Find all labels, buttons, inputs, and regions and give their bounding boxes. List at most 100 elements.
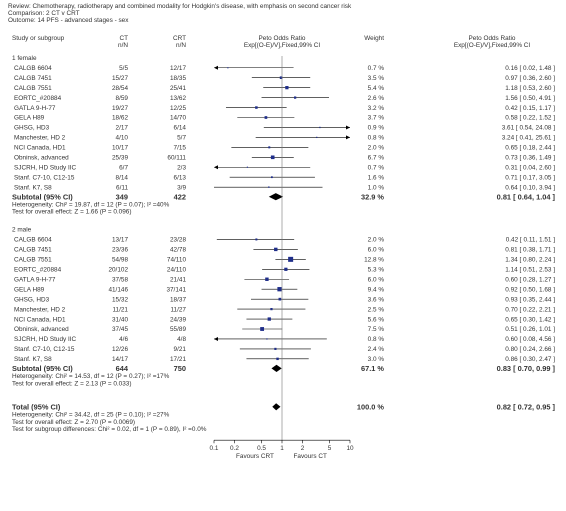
crt-column-header: CRT xyxy=(173,35,186,42)
study-column-header: Study or subgroup xyxy=(12,35,65,42)
total-note-text: Test for subgroup differences: Chi² = 0.… xyxy=(12,426,207,433)
point-estimate-square xyxy=(270,307,273,311)
heterogeneity-text: Heterogeneity: Chi² = 14.53, df = 12 (P … xyxy=(12,373,170,380)
study-name: Stanf. K7, S8 xyxy=(14,356,52,363)
subgroup-label: 1 female xyxy=(12,55,37,62)
point-estimate-square xyxy=(288,256,294,262)
x-tick-label: 0.1 xyxy=(210,445,219,452)
odds-ratio-ci-text: 1.14 [ 0.51, 2.53 ] xyxy=(505,267,555,274)
x-tick-label: 1 xyxy=(280,445,284,452)
odds-ratio-ci-text: 0.83 [ 0.70, 0.99 ] xyxy=(497,364,556,373)
point-estimate-square xyxy=(294,96,297,99)
study-name: NCI Canada, HD1 xyxy=(14,145,66,152)
weight-value: 7.5 % xyxy=(368,326,385,333)
study-name: Obninsk, advanced xyxy=(14,155,69,162)
study-name: CALGB 7551 xyxy=(14,85,52,92)
study-name: Stanf. C7-10, C12-15 xyxy=(14,346,75,353)
point-estimate-square xyxy=(227,67,229,69)
odds-ratio-ci-text: 0.81 [ 0.38, 1.71 ] xyxy=(505,247,555,254)
weight-value: 3.2 % xyxy=(368,105,385,112)
point-estimate-square xyxy=(266,338,268,340)
weight-value: 6.0 % xyxy=(368,247,385,254)
crt-events: 12/17 xyxy=(170,65,186,72)
weight-value: 5.6 % xyxy=(368,316,385,323)
odds-ratio-ci-text: 0.42 [ 0.15, 1.17 ] xyxy=(505,105,555,112)
ct-events: 6/7 xyxy=(119,164,128,171)
ct-events: 12/26 xyxy=(112,346,128,353)
weight-value: 2.0 % xyxy=(368,237,385,244)
ct-events: 2/17 xyxy=(116,125,129,132)
comparison-title: Comparison: 2 CT v CRT xyxy=(8,10,80,18)
weight-value: 9.4 % xyxy=(368,286,385,293)
odds-ratio-ci-text: 0.65 [ 0.30, 1.42 ] xyxy=(505,316,555,323)
odds-ratio-ci-text: 3.61 [ 0.54, 24.08 ] xyxy=(502,125,556,132)
study-name: Manchester, HD 2 xyxy=(14,135,66,142)
crt-events: 37/141 xyxy=(166,286,186,293)
odds-ratio-ci-text: 0.65 [ 0.18, 2.44 ] xyxy=(505,145,555,152)
ct-events: 4/10 xyxy=(116,135,129,142)
ci-arrow-left xyxy=(214,65,218,70)
point-estimate-square xyxy=(265,277,269,281)
ct-events: 8/59 xyxy=(116,95,129,102)
point-estimate-square xyxy=(278,297,282,301)
point-estimate-square xyxy=(271,176,273,179)
crt-events: 25/41 xyxy=(170,85,186,92)
crt-events: 5/7 xyxy=(177,135,186,142)
ct-events: 20/102 xyxy=(108,267,128,274)
x-tick-label: 0.2 xyxy=(230,445,239,452)
pooled-estimate-diamond xyxy=(271,364,282,372)
point-estimate-square xyxy=(260,327,265,331)
odds-ratio-ci-text: 0.97 [ 0.36, 2.60 ] xyxy=(505,75,555,82)
weight-value: 2.0 % xyxy=(368,145,385,152)
weight-value: 1.0 % xyxy=(368,184,385,191)
outcome-title: Outcome: 14 PFS - advanced stages - sex xyxy=(8,17,129,25)
point-estimate-square xyxy=(284,267,288,271)
forest-rows: 1 female CALGB 6604 5/5 12/17 0.7 % 0.16 [ 0.… xyxy=(12,55,556,433)
odds-ratio-ci-text: 0.93 [ 0.35, 2.44 ] xyxy=(505,296,555,303)
weight-value: 2.6 % xyxy=(368,95,385,102)
ct-events: 23/36 xyxy=(112,247,128,254)
point-estimate-square xyxy=(277,287,282,292)
odds-ratio-ci-text: 0.92 [ 0.50, 1.68 ] xyxy=(505,286,555,293)
point-estimate-square xyxy=(268,146,271,149)
total-note-text: Test for overall effect: Z = 2.70 (P = 0… xyxy=(12,419,135,426)
ct-events: 54/98 xyxy=(112,257,128,264)
study-name: SJCRH, HD Study IIC xyxy=(14,336,77,343)
ct-events: 25/39 xyxy=(112,155,128,162)
odds-ratio-ci-text: 1.18 [ 0.53, 2.60 ] xyxy=(505,85,555,92)
study-name: CALGB 6604 xyxy=(14,237,52,244)
review-header: Review: Chemotherapy, radiotherapy and c… xyxy=(8,3,351,25)
weight-value: 6.7 % xyxy=(368,155,385,162)
ct-events: 31/40 xyxy=(112,316,128,323)
weight-value: 6.0 % xyxy=(368,276,385,283)
odds-ratio-ci-text: 1.34 [ 0.80, 2.24 ] xyxy=(505,257,555,264)
crt-events: 74/110 xyxy=(167,257,187,264)
point-estimate-square xyxy=(267,317,271,321)
study-name: GELA H89 xyxy=(14,286,45,293)
pooled-estimate-diamond xyxy=(268,193,284,201)
weight-value: 32.9 % xyxy=(361,192,384,201)
subtotal-label: Subtotal (95% CI) xyxy=(12,192,73,201)
odds-ratio-ci-text: 0.70 [ 0.22, 2.21 ] xyxy=(505,306,555,313)
study-name: NCI Canada, HD1 xyxy=(14,316,66,323)
weight-value: 2.5 % xyxy=(368,306,385,313)
ci-arrow-left xyxy=(214,336,218,341)
odds-ratio-ci-text: 0.58 [ 0.22, 1.52 ] xyxy=(505,115,555,122)
study-name: Obninsk, advanced xyxy=(14,326,69,333)
x-tick-label: 0.5 xyxy=(257,445,266,452)
x-tick-label: 2 xyxy=(301,445,305,452)
subgroup-label: 2 male xyxy=(12,227,32,234)
x-tick-label: 5 xyxy=(328,445,332,452)
study-name: CALGB 6604 xyxy=(14,65,52,72)
odds-ratio-ci-text: 0.81 [ 0.64, 1.04 ] xyxy=(497,192,556,201)
weight-value: 1.6 % xyxy=(368,174,385,181)
weight-value: 2.4 % xyxy=(368,346,385,353)
total-label: Total (95% CI) xyxy=(12,402,61,411)
point-estimate-square xyxy=(264,116,268,119)
x-tick-label: 10 xyxy=(346,445,354,452)
crt-events: 42/78 xyxy=(170,247,186,254)
weight-column-header: Weight xyxy=(364,35,384,42)
ct-events: 37/58 xyxy=(112,276,128,283)
ct-column-header: CT xyxy=(119,35,128,42)
crt-events: 12/25 xyxy=(170,105,186,112)
